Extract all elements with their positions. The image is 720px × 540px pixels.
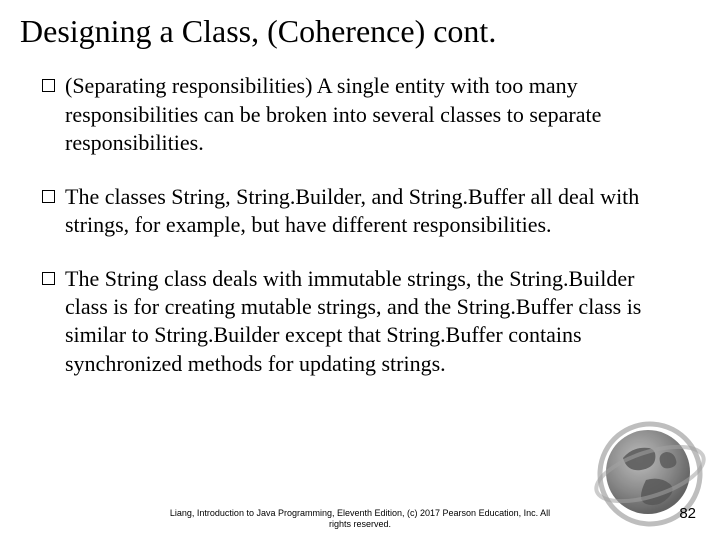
slide-title: Designing a Class, (Coherence) cont. [20, 12, 700, 50]
bullet-text: (Separating responsibilities) A single e… [65, 72, 678, 156]
footer-line-1: Liang, Introduction to Java Programming,… [170, 508, 550, 518]
bullet-list: (Separating responsibilities) A single e… [20, 72, 700, 377]
footer-line-2: rights reserved. [329, 519, 391, 529]
list-item: The String class deals with immutable st… [42, 265, 678, 378]
square-bullet-icon [42, 190, 55, 203]
slide: Designing a Class, (Coherence) cont. (Se… [0, 0, 720, 540]
page-number: 82 [679, 505, 696, 522]
list-item: (Separating responsibilities) A single e… [42, 72, 678, 156]
bullet-text: The String class deals with immutable st… [65, 265, 678, 378]
list-item: The classes String, String.Builder, and … [42, 183, 678, 239]
square-bullet-icon [42, 79, 55, 92]
square-bullet-icon [42, 272, 55, 285]
footer-citation: Liang, Introduction to Java Programming,… [0, 508, 720, 531]
bullet-text: The classes String, String.Builder, and … [65, 183, 678, 239]
